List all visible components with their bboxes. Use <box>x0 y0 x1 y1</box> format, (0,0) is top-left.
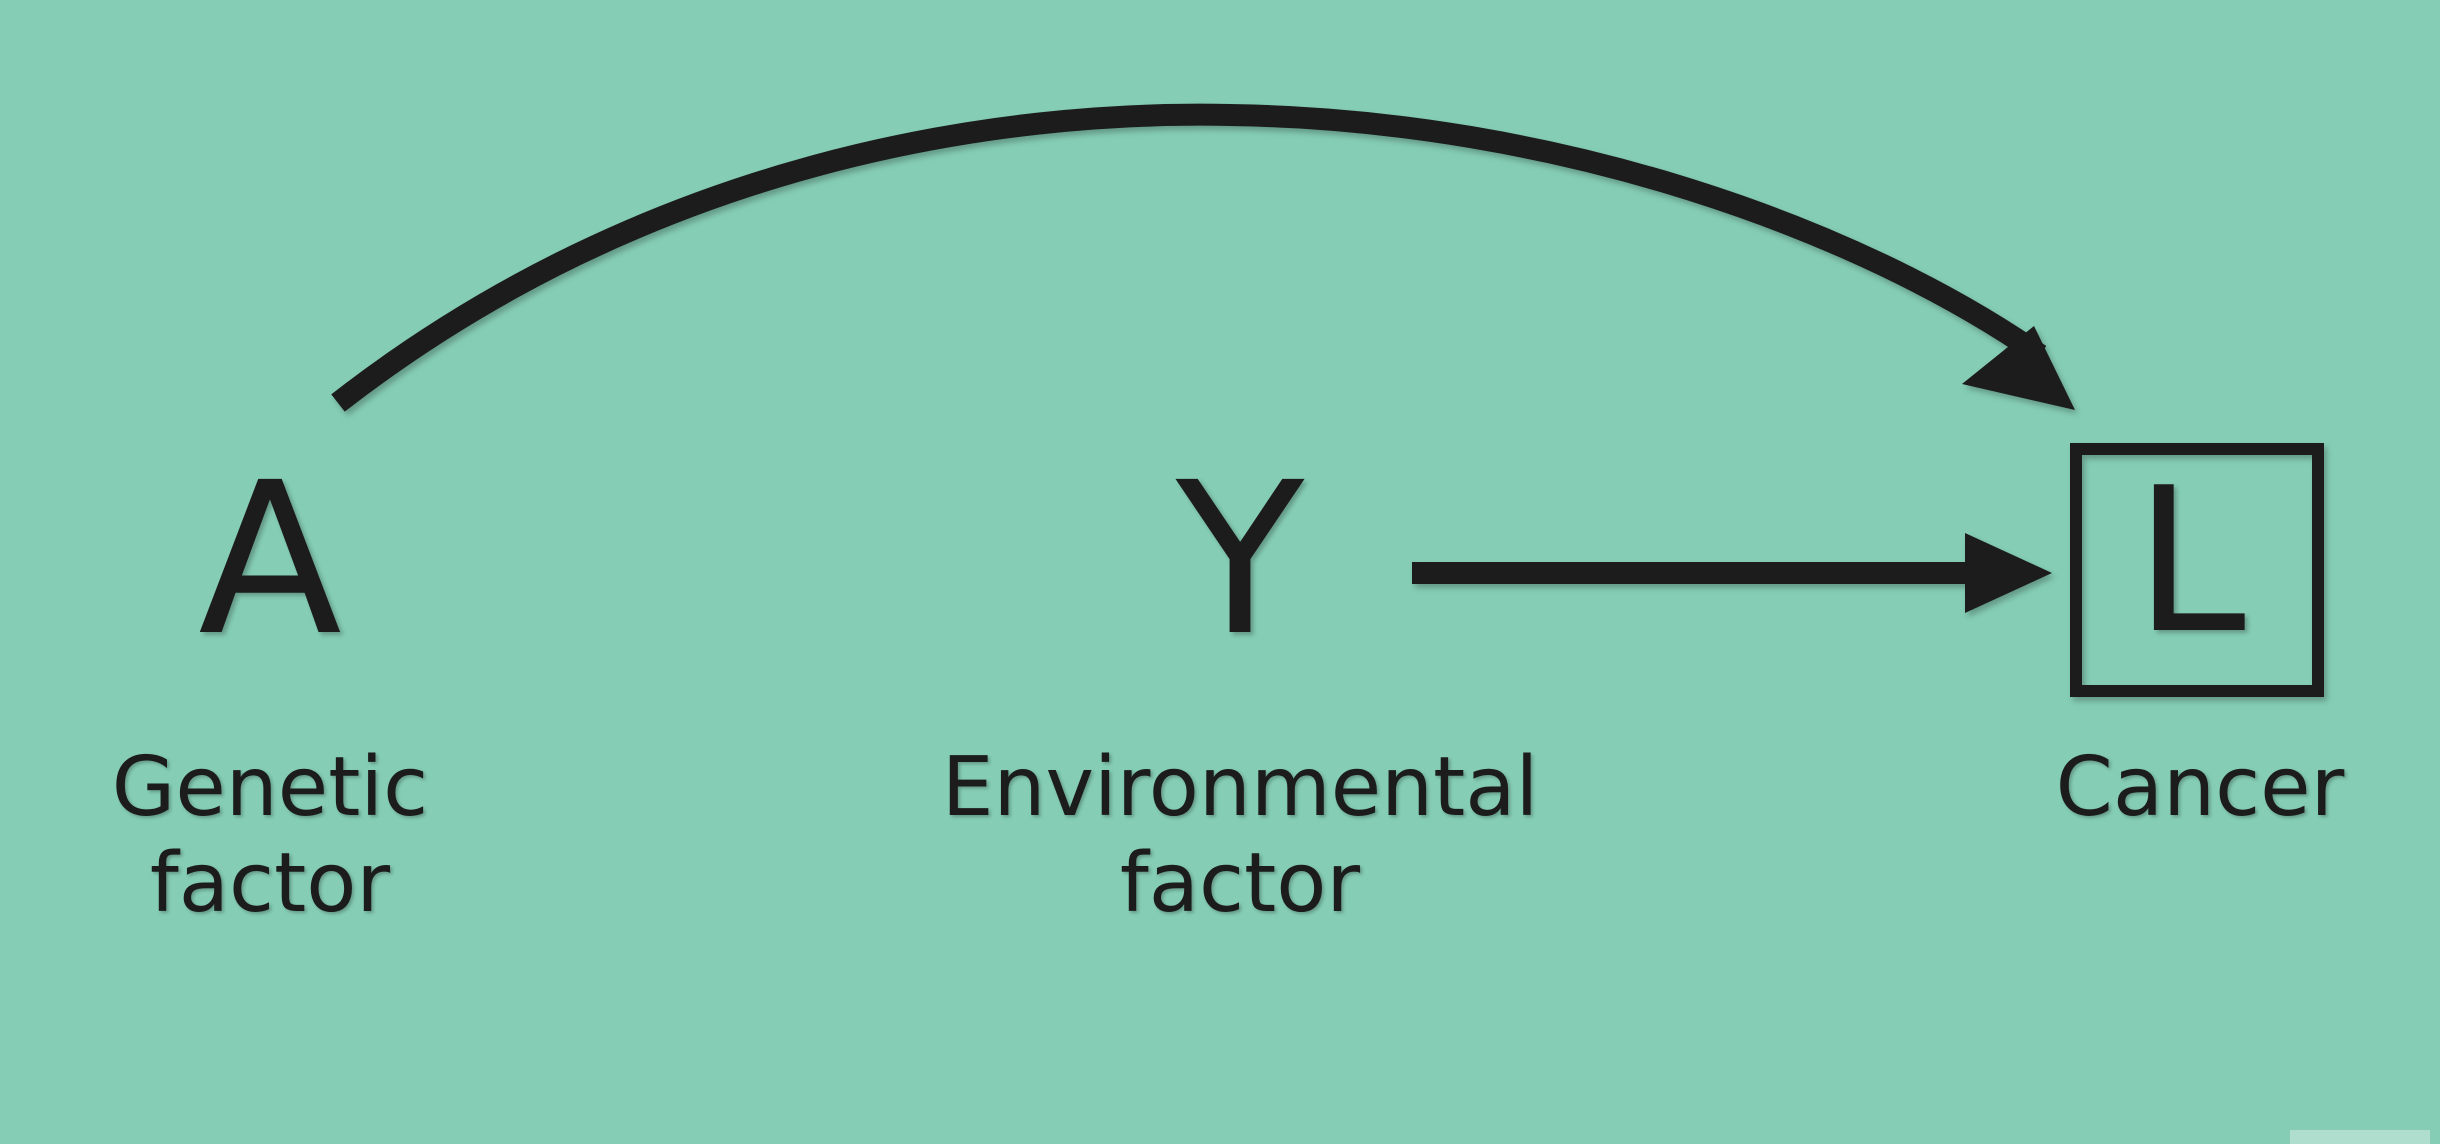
arrowhead-y-to-l <box>1965 533 2052 613</box>
watermark-logo <box>2290 1130 2430 1144</box>
node-l-box <box>2070 443 2324 697</box>
node-a-caption-line: Genetic <box>111 740 429 835</box>
node-y-caption-line: factor <box>1119 836 1361 931</box>
edge-a-to-l <box>331 103 2047 412</box>
node-y-caption: Environmental factor <box>880 740 1600 932</box>
node-a-caption-line: factor <box>149 836 391 931</box>
node-y-letter: Y <box>1175 437 1305 682</box>
node-a-letter: A <box>198 437 342 682</box>
node-y-caption-line: Environmental <box>941 740 1539 835</box>
node-l-letter: L <box>2134 445 2246 678</box>
arrowhead-a-to-l <box>1962 326 2075 410</box>
node-l-caption: Cancer <box>2000 740 2400 836</box>
node-l-caption-line: Cancer <box>2055 740 2345 835</box>
node-a-caption: Genetic factor <box>40 740 500 932</box>
